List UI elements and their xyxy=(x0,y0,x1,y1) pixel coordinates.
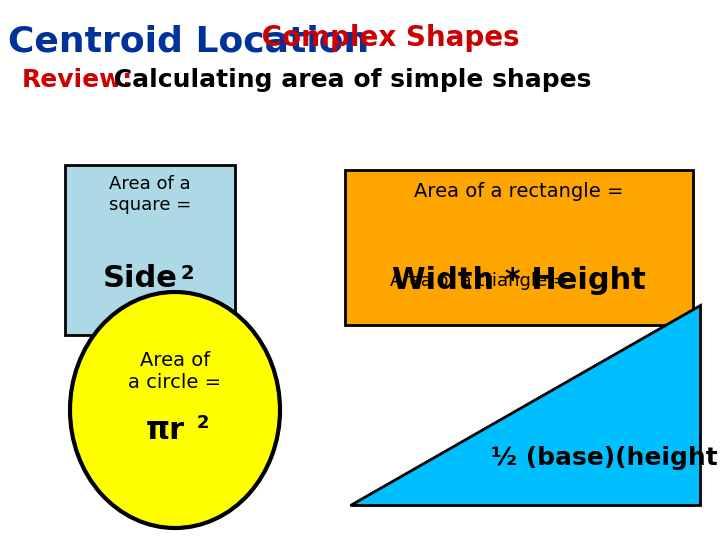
Text: Calculating area of simple shapes: Calculating area of simple shapes xyxy=(105,68,591,92)
FancyBboxPatch shape xyxy=(65,165,235,335)
Text: Area of a triangle =: Area of a triangle = xyxy=(390,272,568,290)
Polygon shape xyxy=(350,305,700,505)
Text: Area of a
square =: Area of a square = xyxy=(109,175,191,214)
Ellipse shape xyxy=(70,292,280,528)
FancyBboxPatch shape xyxy=(345,170,693,325)
Text: Side: Side xyxy=(102,264,177,293)
Text: Width * Height: Width * Height xyxy=(392,266,646,295)
Text: Centroid Location: Centroid Location xyxy=(8,24,369,58)
Text: 2: 2 xyxy=(180,264,194,283)
Text: Complex Shapes: Complex Shapes xyxy=(252,24,520,52)
Text: πr: πr xyxy=(145,416,184,445)
Text: ½ (base)(height): ½ (base)(height) xyxy=(491,446,720,470)
Text: 2: 2 xyxy=(197,414,210,432)
Text: Area of
a circle =: Area of a circle = xyxy=(128,352,222,393)
Text: Area of a rectangle =: Area of a rectangle = xyxy=(414,182,624,201)
Text: Review:: Review: xyxy=(22,68,133,92)
